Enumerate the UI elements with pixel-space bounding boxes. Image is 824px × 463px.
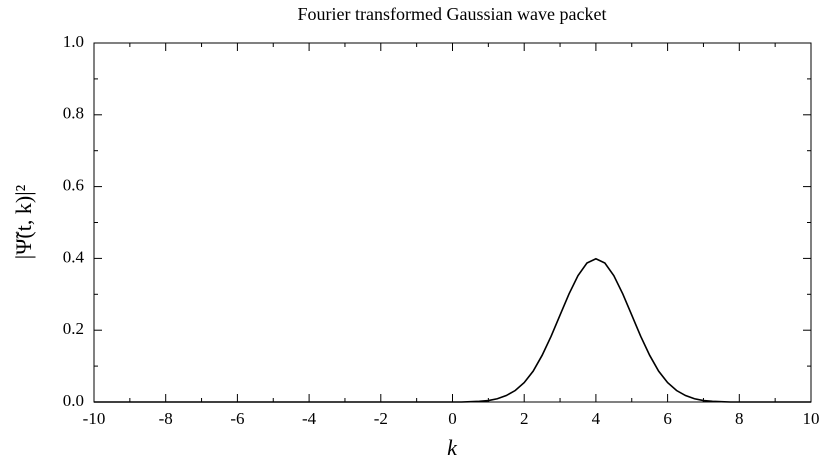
line-series: [94, 257, 811, 403]
y-tick-label: 0.4: [63, 247, 85, 266]
y-tick-label: 0.2: [63, 319, 84, 338]
x-tick-label: 6: [663, 409, 672, 428]
x-tick-label: -2: [374, 409, 388, 428]
x-tick-label: 4: [592, 409, 601, 428]
y-tick-label: 0.0: [63, 391, 84, 410]
x-tick-label: -8: [159, 409, 173, 428]
x-tick-label: -6: [230, 409, 244, 428]
x-tick-label: -10: [83, 409, 106, 428]
y-axis-label: |Ψ̃(t, k)|²: [11, 184, 36, 259]
x-tick-label: 10: [803, 409, 820, 428]
y-tick-label: 0.8: [63, 104, 84, 123]
x-axis-label: k: [447, 435, 458, 460]
y-tick-label: 1.0: [63, 32, 84, 51]
plot-frame: [93, 42, 812, 403]
x-tick-label: 8: [735, 409, 744, 428]
y-tick-label: 0.6: [63, 176, 84, 195]
x-tick-label: 0: [448, 409, 457, 428]
x-tick-label: -4: [302, 409, 317, 428]
x-tick-label: 2: [520, 409, 529, 428]
chart-title: Fourier transformed Gaussian wave packet: [298, 4, 607, 24]
